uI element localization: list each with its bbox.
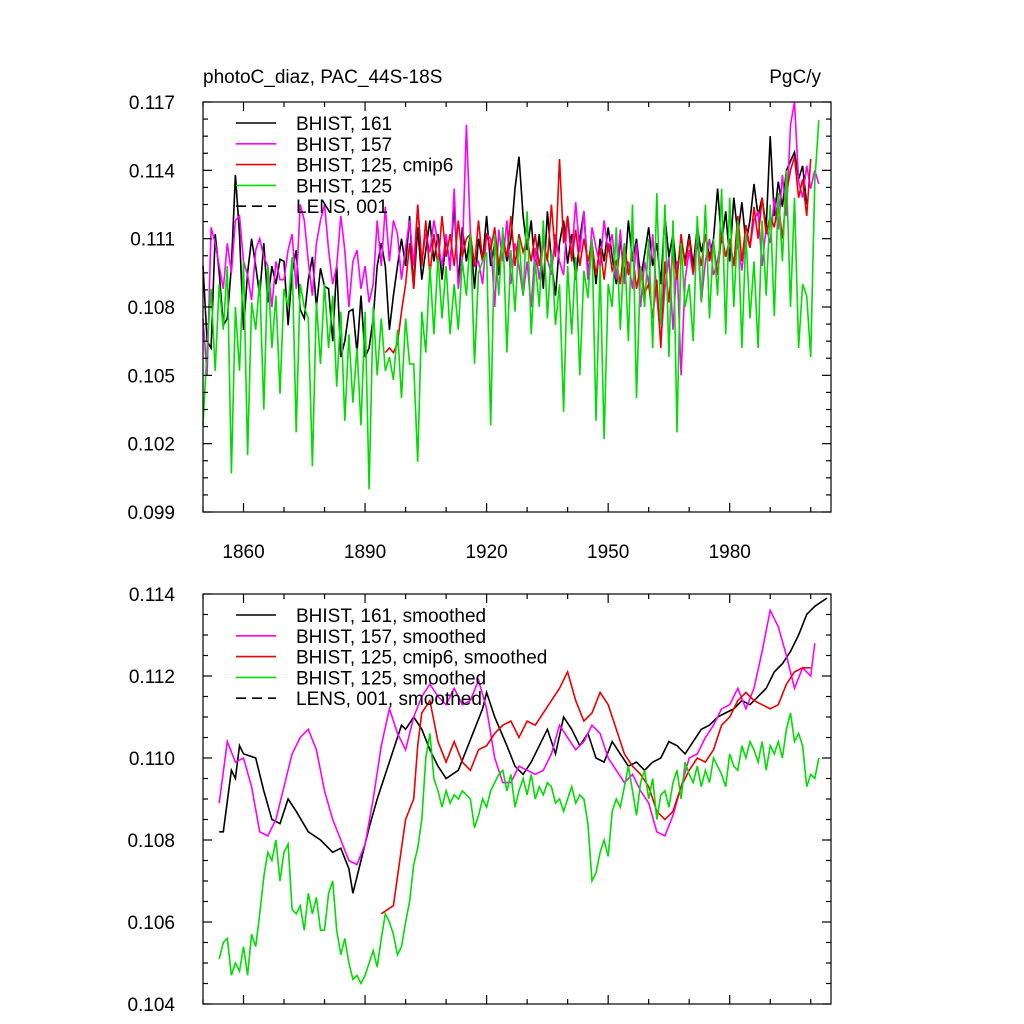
bottom-panel: 0.104 0.106 0.108 0.110 0.112 0.114 BHIST, 16… [127, 585, 832, 1016]
bottom-legend-label-1: BHIST, 157, smoothed [296, 627, 486, 648]
bottom-axes: 0.104 0.106 0.108 0.110 0.112 0.114 [127, 585, 831, 1016]
top-ytick-label: 0.102 [127, 435, 175, 456]
bottom-ytick-label: 0.104 [127, 995, 175, 1016]
top-legend-label-0: BHIST, 161 [296, 114, 392, 135]
top-series-line-2 [384, 156, 812, 355]
top-ytick-label: 0.111 [130, 230, 175, 251]
top-xtick-label: 1980 [709, 542, 751, 563]
bottom-series-line-3 [218, 712, 820, 986]
top-xtick-label: 1920 [465, 542, 507, 563]
top-legend-label-1: BHIST, 157 [296, 135, 392, 156]
top-xtick-label: 1950 [587, 542, 629, 563]
bottom-legend-label-3: BHIST, 125, smoothed [296, 668, 486, 689]
bottom-legend-label-2: BHIST, 125, cmip6, smoothed [296, 648, 547, 669]
top-xtick-label: 1890 [344, 542, 386, 563]
top-ytick-label: 0.105 [127, 366, 175, 387]
bottom-legend-label-0: BHIST, 161, smoothed [296, 606, 486, 627]
top-axes: 0.099 0.102 0.105 0.108 0.111 0.114 0.117 1860 1… [127, 93, 831, 563]
top-series-line-3 [202, 120, 820, 490]
top-chart-title: photoC_diaz, PAC_44S-18S [203, 67, 442, 88]
top-ytick-label: 0.108 [127, 298, 175, 319]
top-chart-units: PgC/y [769, 67, 821, 88]
bottom-series-line-0 [219, 597, 828, 894]
bottom-ytick-label: 0.108 [127, 831, 175, 852]
bottom-ytick-label: 0.110 [129, 749, 175, 770]
bottom-ytick-label: 0.106 [127, 913, 175, 934]
top-panel: photoC_diaz, PAC_44S-18S PgC/y 0.099 0.10… [127, 67, 832, 563]
top-legend-label-2: BHIST, 125, cmip6 [296, 156, 453, 177]
bottom-ytick-label: 0.112 [129, 667, 175, 688]
top-ytick-label: 0.114 [129, 161, 176, 182]
bottom-series-line-2 [380, 666, 811, 915]
top-legend-label-3: BHIST, 125 [296, 176, 392, 197]
top-ytick-label: 0.117 [129, 93, 175, 114]
bottom-series-line-1 [218, 607, 816, 866]
bottom-ytick-label: 0.114 [129, 585, 176, 606]
top-series-group [202, 101, 820, 490]
top-ytick-label: 0.099 [127, 503, 175, 524]
top-legend-label-4: LENS, 001 [296, 197, 388, 218]
bottom-legend-label-4: LENS, 001, smoothed [296, 689, 482, 710]
top-xtick-label: 1860 [222, 542, 264, 563]
bottom-series-group [218, 597, 828, 986]
